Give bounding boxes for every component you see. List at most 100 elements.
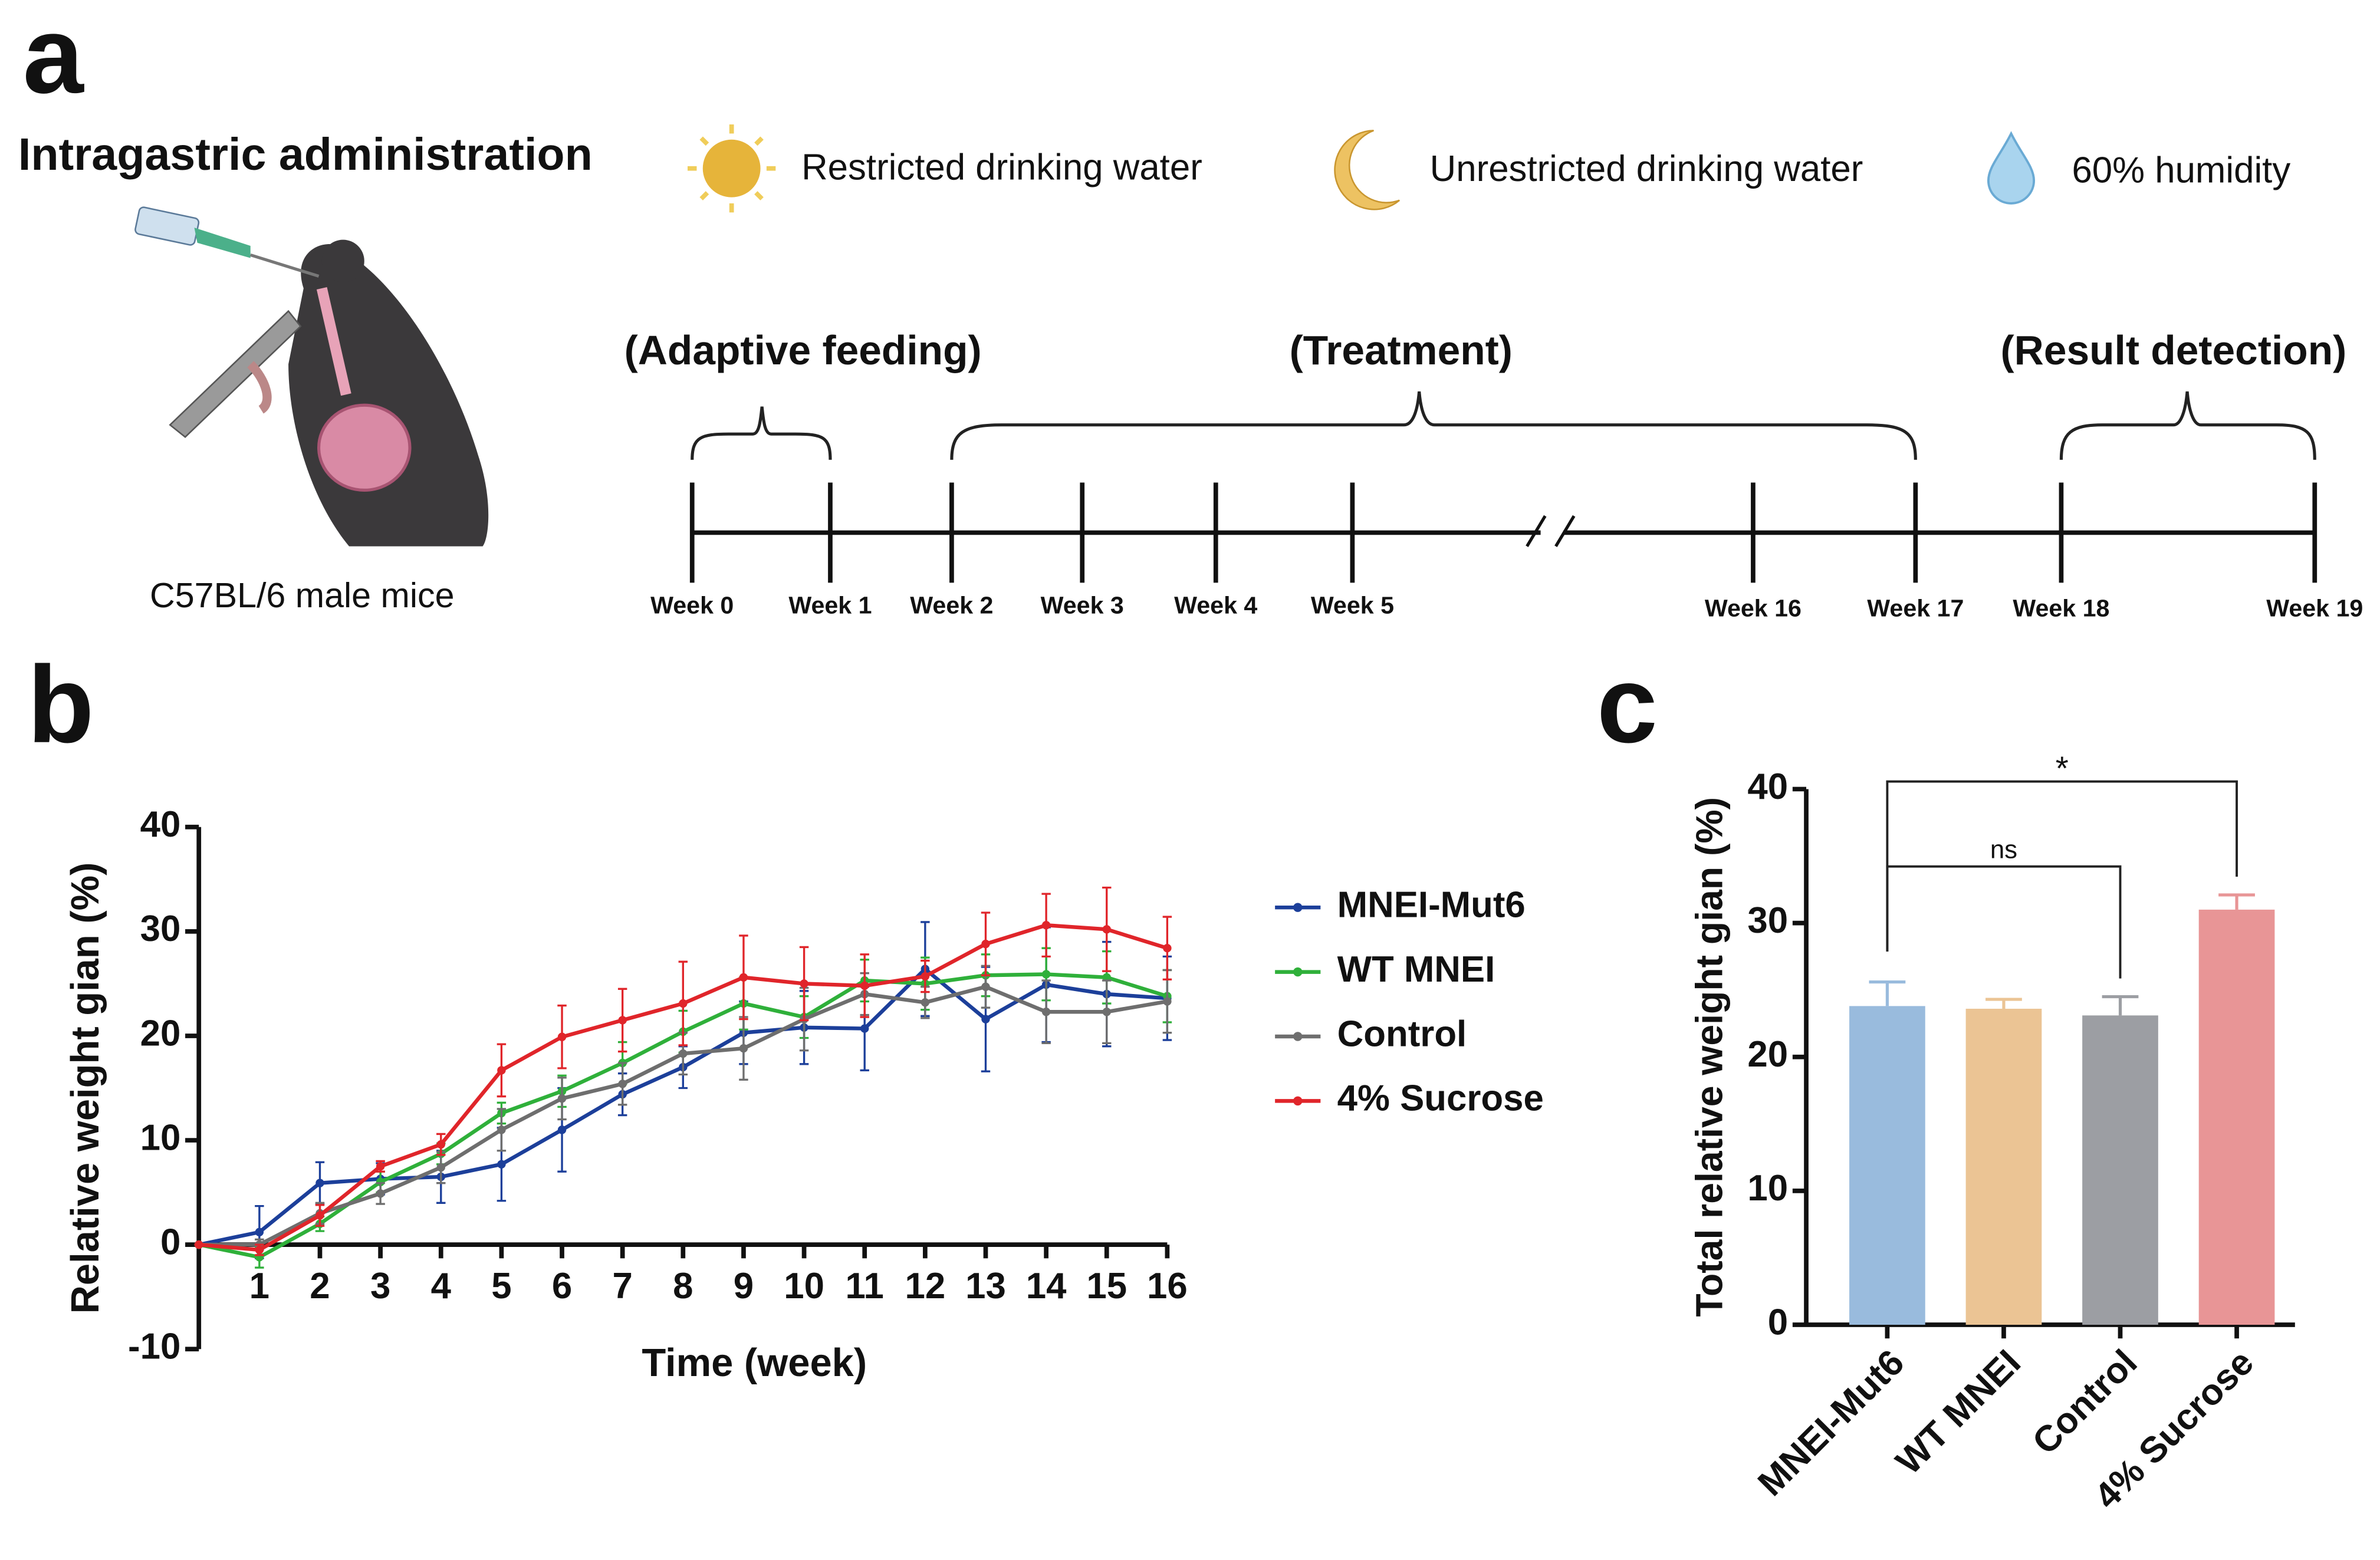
x-tick-label: 16 [1147,1266,1188,1306]
point [436,1140,445,1149]
point [1041,921,1051,930]
point [1102,925,1111,934]
error-bar [1985,998,2022,1009]
point [921,998,930,1007]
panel-label: b [27,644,94,766]
point [618,1080,627,1088]
error-bar [2102,995,2139,1016]
y-tick-label: 10 [1747,1168,1788,1209]
y-tick-label: 20 [1747,1034,1788,1075]
point [195,1240,203,1249]
point [921,972,930,981]
phase-label: (Result detection) [2001,327,2347,373]
y-tick-label: 30 [1747,900,1788,941]
x-tick-label: 2 [310,1266,330,1306]
point [860,981,869,990]
week-label: Week 17 [1867,595,1964,622]
bar [1965,1008,2042,1325]
x-tick-label: 1 [249,1266,269,1306]
point [497,1066,506,1075]
week-label: Week 18 [2013,595,2109,622]
x-tick-label: 15 [1086,1266,1127,1306]
week-label: Week 19 [2266,595,2363,622]
legend-marker [1293,967,1303,977]
y-tick-label: 40 [140,804,181,845]
y-tick-label: 30 [140,909,181,949]
point [981,939,990,949]
condition-label: Restricted drinking water [801,147,1202,188]
panel-label: a [23,0,85,116]
legend-marker [1293,1096,1303,1106]
y-tick-label: 10 [140,1117,181,1158]
point [376,1189,385,1198]
x-tick-label: 8 [673,1266,693,1306]
y-axis-title: Relative weight gian (%) [63,863,107,1314]
point [1041,970,1051,979]
timeline: Week 0 Week 1 Week 2 Week 3 Week 4 Week 5 Week… [650,482,2363,622]
legend-label: 4% Sucrose [1337,1078,1544,1119]
point [376,1162,385,1171]
significance-bracket [1886,780,2238,952]
bar [2082,1015,2158,1325]
point [255,1227,264,1237]
week-label: Week 2 [910,591,993,618]
week-label: Week 5 [1311,591,1394,618]
mouse-label: C57BL/6 male mice [150,575,454,615]
y-axis-title: Total relative weight gian (%) [1688,797,1730,1317]
point [739,1044,748,1053]
point [679,1049,688,1058]
point [1102,973,1111,982]
point [1163,997,1172,1006]
x-tick-label: 11 [846,1266,884,1306]
x-tick-label: 9 [734,1266,754,1306]
x-tick-label: 3 [370,1266,390,1306]
week-label: Week 1 [788,591,872,618]
moon-icon [1334,130,1401,210]
point [315,1179,324,1187]
mouse-illustration [134,206,489,547]
point [497,1160,506,1169]
y-tick-label: 0 [160,1222,180,1262]
x-tick-label: 4 [431,1266,452,1306]
point [557,1094,567,1103]
legend-marker [1293,1032,1303,1041]
week-label: Week 0 [650,591,734,618]
bar [2198,909,2275,1325]
protocol-title: Intragastric administration [18,129,593,180]
phase-label: (Treatment) [1290,327,1513,373]
y-tick-label: 40 [1747,766,1788,807]
sun-icon [688,124,776,213]
legend-label: MNEI-Mut6 [1337,885,1526,926]
x-axis-title: Time (week) [642,1341,867,1385]
significance-label: ns [1990,835,2017,864]
significance-label: * [2056,750,2069,787]
legend-marker [1293,903,1303,912]
week-label: Week 4 [1174,591,1257,618]
point [1102,1008,1111,1016]
point [376,1177,385,1187]
x-tick-label: 12 [905,1266,945,1306]
drop-icon [1987,131,2036,205]
point [1163,944,1172,953]
x-tick-label: 13 [965,1266,1006,1306]
x-tick-label: 5 [491,1266,511,1306]
error-bar [2218,893,2255,910]
week-label: Week 16 [1705,595,1802,622]
x-tick-label: 14 [1026,1266,1067,1306]
point [255,1245,264,1255]
timeline-axis [692,515,2315,547]
condition-label: 60% humidity [2072,150,2290,191]
y-tick-label: 0 [1768,1302,1788,1342]
bar [1849,1006,1925,1325]
point [436,1163,445,1172]
point [557,1125,567,1134]
point [315,1211,324,1220]
point [981,982,990,991]
point [1041,1008,1051,1016]
legend-label: WT MNEI [1337,949,1495,990]
panel-label: c [1597,644,1658,766]
point [860,1024,869,1033]
